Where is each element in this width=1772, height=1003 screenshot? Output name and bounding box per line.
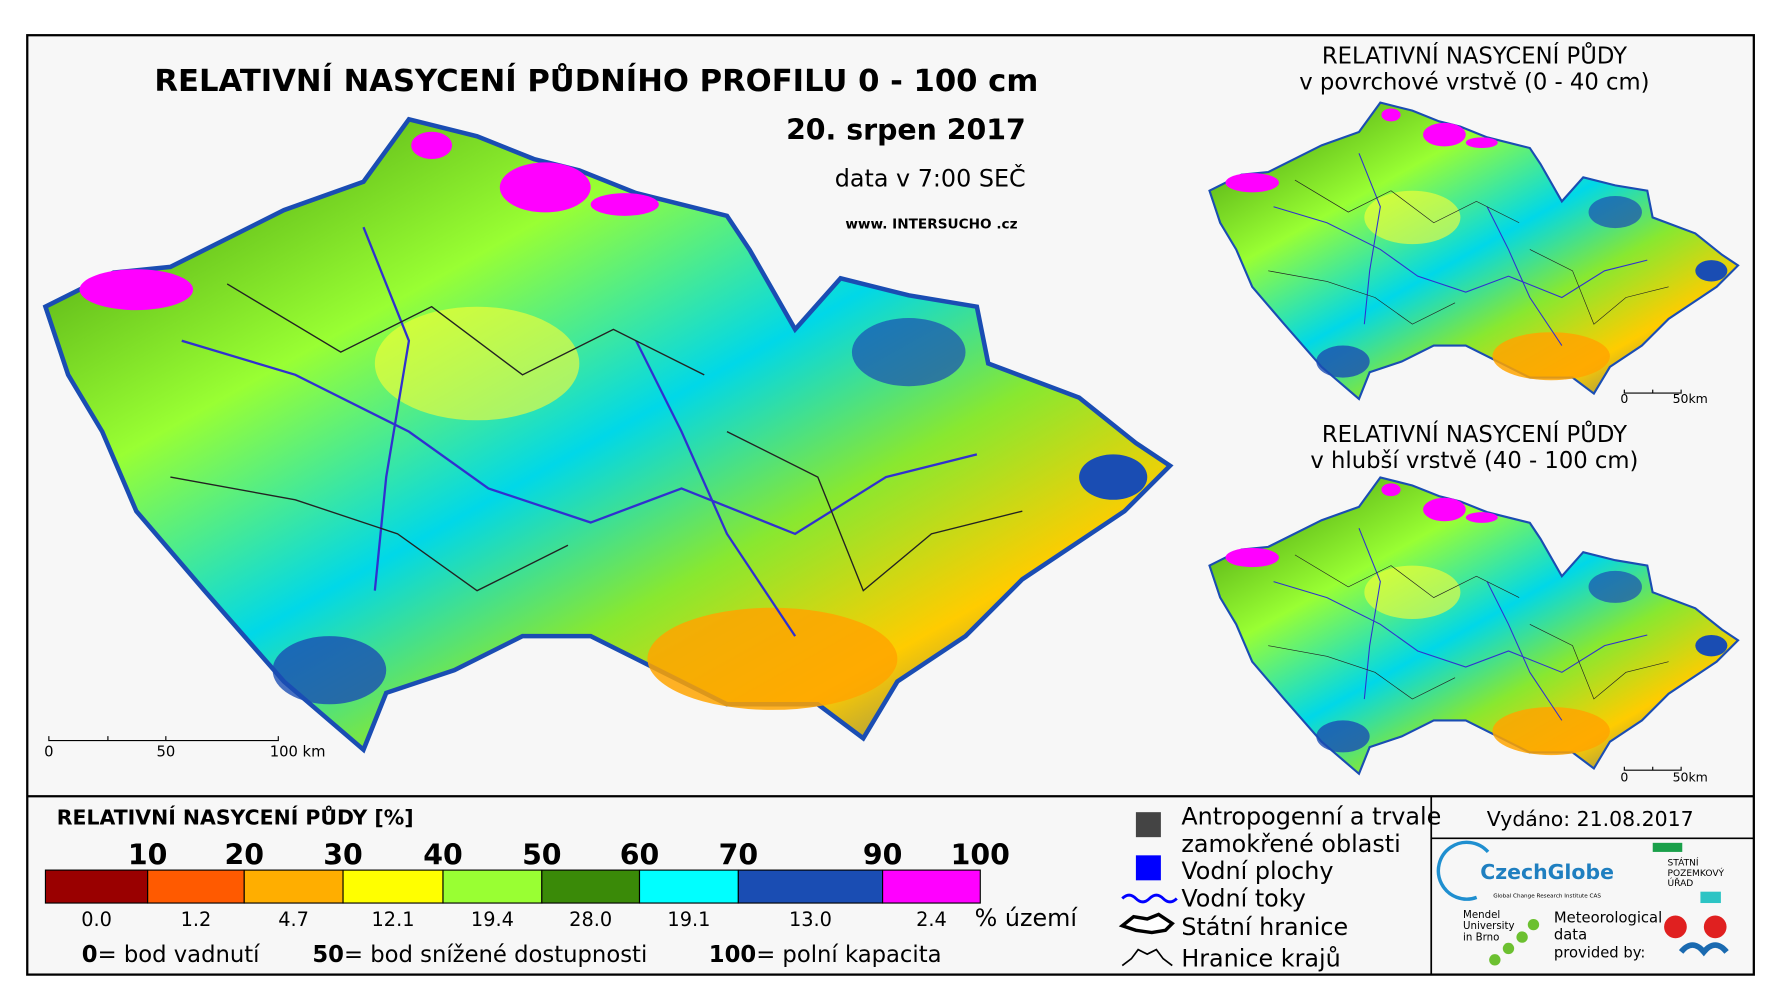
definition-value: 100 [709, 942, 756, 968]
definition: 0= bod vadnutí [82, 942, 260, 968]
map-title: RELATIVNÍ NASYCENÍ PŮDNÍHO PROFILU 0 - 1… [154, 62, 1038, 99]
symbol-label: Hranice krajů [1181, 945, 1340, 973]
issued-date: Vydáno: 21.08.2017 [1487, 807, 1694, 831]
logo-mark [1489, 918, 1540, 966]
share-label: 19.1 [667, 908, 710, 931]
scale-label: 0 [1620, 769, 1628, 784]
definition-value: 50 [312, 942, 344, 968]
color-bin [243, 869, 344, 904]
symbol-label: zamokřené oblasti [1181, 830, 1400, 858]
scale-label: 0 [1620, 391, 1628, 406]
website: www. INTERSUCHO .cz [845, 216, 1017, 232]
definition-text: = bod vadnutí [98, 942, 261, 968]
scale-label: 50km [1673, 769, 1708, 784]
scale-bar [48, 736, 279, 742]
logo-mark [1652, 842, 1683, 852]
logo-subtitle: Global Change Research Institute CAS [1493, 893, 1601, 899]
share-label: 2.4 [916, 908, 947, 931]
logo-meteo: data [1554, 926, 1587, 943]
logo-meteo: provided by: [1554, 945, 1645, 962]
scale-tick-label: 10 [128, 838, 167, 871]
scale-tick-label: 100 [951, 838, 1010, 871]
symbol-icon [1121, 948, 1173, 967]
share-label: 4.7 [278, 908, 309, 931]
color-bin [638, 869, 739, 904]
color-bin [147, 869, 245, 904]
scale-bar [1623, 766, 1682, 771]
logo-mark [1700, 891, 1721, 904]
scale-tick-label: 40 [423, 838, 462, 871]
scale-label: 100 km [270, 744, 326, 761]
symbol-label: Vodní plochy [1181, 857, 1333, 885]
symbol-icon [1135, 855, 1161, 881]
color-bin [737, 869, 884, 904]
color-bin [342, 869, 444, 904]
symbol-icon [1118, 912, 1175, 935]
color-bin [882, 869, 981, 904]
logo-mendel: University [1463, 921, 1515, 932]
symbol-label: Státní hranice [1181, 913, 1348, 941]
scale-tick-label: 50 [522, 838, 562, 871]
inset-title: RELATIVNÍ NASYCENÍ PŮDY [1322, 41, 1627, 70]
scale-tick-label: 30 [323, 838, 363, 871]
logo-spu: POZEMKOVÝ [1667, 867, 1724, 879]
scale-tick-label: 90 [863, 838, 903, 871]
share-label: 1.2 [181, 908, 212, 931]
logo-meteo: Meteorological [1554, 909, 1662, 926]
definition-text: = bod snížené dostupnosti [344, 942, 647, 968]
map-date: 20. srpen 2017 [786, 114, 1026, 147]
symbol-legend [1118, 812, 1178, 967]
share-label: 28.0 [569, 908, 612, 931]
definition-text: = polní kapacita [756, 942, 941, 968]
color-bin [44, 869, 149, 904]
definition: 50= bod snížené dostupnosti [312, 942, 647, 968]
share-unit: % území [975, 904, 1079, 932]
logo-spu: STÁTNÍ [1667, 857, 1698, 869]
definition: 100= polní kapacita [709, 942, 942, 968]
scale-label: 50km [1673, 391, 1708, 406]
share-label: 0.0 [81, 908, 112, 931]
logo-mendel: in Brno [1463, 933, 1499, 944]
logo-czechglobe: CzechGlobe [1480, 860, 1614, 884]
scale-tick-label: 60 [620, 838, 660, 871]
scale-tick-label: 20 [224, 838, 263, 871]
inset-title: RELATIVNÍ NASYCENÍ PŮDY [1322, 419, 1627, 448]
color-scale: 0.0 1.2 4.7 12.1 19.4 28.0 19.1 13.0 2.4 10 20 30 40… [44, 838, 1010, 931]
inset-title: v hlubší vrstvě (40 - 100 cm) [1310, 448, 1638, 474]
logo-mark [1436, 840, 1490, 901]
scale-bar [1623, 389, 1682, 394]
share-label: 19.4 [471, 908, 514, 931]
symbol-icon [1121, 893, 1178, 904]
color-bin [541, 869, 641, 904]
data-time: data v 7:00 SEČ [835, 164, 1026, 192]
logo-mendel: Mendel [1463, 910, 1500, 921]
definitions: 0= bod vadnutí 50= bod snížené dostupnost… [82, 942, 942, 968]
legend-title: RELATIVNÍ NASYCENÍ PŮDY [%] [57, 805, 414, 830]
symbol-label: Vodní toky [1181, 884, 1306, 912]
symbol-label: Antropogenní a trvale [1181, 803, 1441, 831]
scale-label: 50 [156, 744, 175, 761]
inset-title: v povrchové vrstvě (0 - 40 cm) [1299, 70, 1649, 96]
scale-tick-label: 70 [719, 838, 759, 871]
symbol-icon [1135, 812, 1161, 838]
logo-spu: ÚŘAD [1667, 877, 1693, 889]
scale-label: 0 [44, 744, 53, 761]
main-scale-bar [48, 736, 279, 742]
share-label: 12.1 [372, 908, 415, 931]
definition-value: 0 [82, 942, 98, 968]
share-label: 13.0 [789, 908, 832, 931]
color-bin [442, 869, 543, 904]
logo-mark [1664, 915, 1729, 957]
